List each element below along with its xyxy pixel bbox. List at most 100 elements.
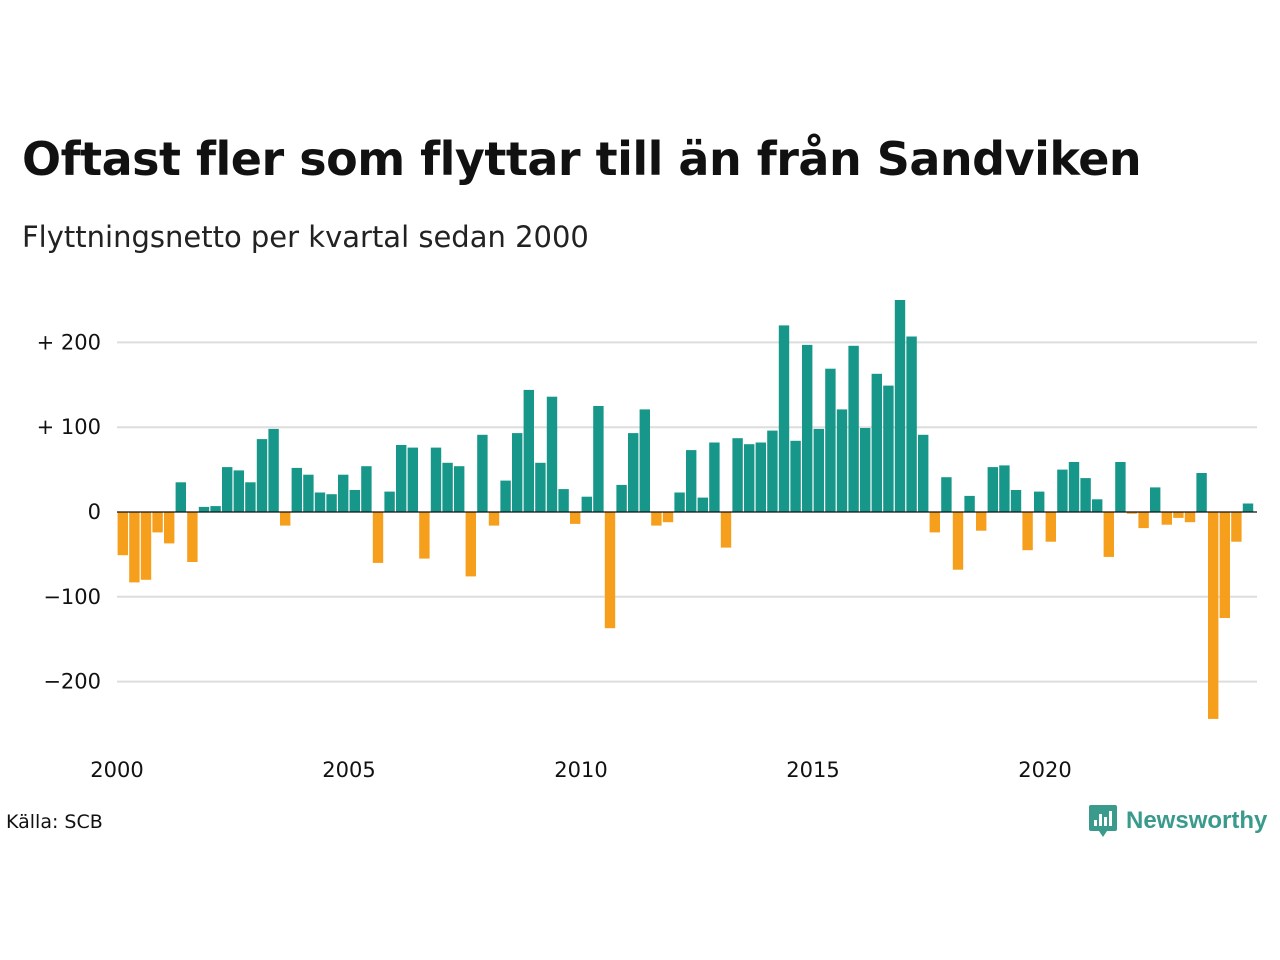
bar bbox=[697, 497, 708, 512]
bar bbox=[860, 428, 871, 512]
bar bbox=[1242, 503, 1254, 512]
x-tick-label: 2000 bbox=[90, 758, 143, 782]
bar bbox=[1184, 512, 1196, 523]
x-tick-label: 2020 bbox=[1018, 758, 1071, 782]
bar bbox=[210, 506, 221, 512]
bar bbox=[338, 474, 349, 512]
bar bbox=[488, 512, 500, 526]
bar bbox=[164, 512, 175, 544]
bar bbox=[1150, 487, 1161, 512]
bar bbox=[384, 491, 395, 512]
bar bbox=[941, 477, 952, 512]
bar bbox=[303, 474, 314, 512]
bar bbox=[651, 512, 662, 526]
bar bbox=[1103, 512, 1114, 557]
bar bbox=[674, 492, 685, 512]
bar bbox=[778, 325, 790, 512]
x-tick-label: 2015 bbox=[786, 758, 839, 782]
bar bbox=[999, 465, 1010, 512]
bar bbox=[129, 512, 140, 583]
bar bbox=[245, 482, 256, 512]
bar bbox=[662, 512, 674, 523]
bar bbox=[720, 512, 732, 548]
bar bbox=[175, 482, 186, 512]
bar bbox=[396, 445, 407, 512]
bar bbox=[349, 490, 360, 512]
bar bbox=[535, 462, 546, 512]
bar bbox=[918, 434, 929, 512]
bar bbox=[1045, 512, 1056, 542]
bar bbox=[802, 344, 813, 512]
bar bbox=[454, 466, 465, 512]
bar bbox=[964, 495, 975, 512]
bar bbox=[604, 512, 616, 629]
bar bbox=[291, 467, 302, 512]
bar bbox=[894, 300, 906, 512]
bar bbox=[1010, 490, 1022, 512]
bar bbox=[848, 345, 859, 512]
bar bbox=[1057, 469, 1068, 512]
bar bbox=[500, 480, 511, 512]
bar bbox=[744, 444, 755, 512]
bar bbox=[326, 494, 337, 512]
bar bbox=[1080, 478, 1091, 512]
bar bbox=[732, 438, 743, 512]
bar bbox=[628, 433, 639, 512]
y-tick-label: −200 bbox=[43, 670, 101, 694]
bar bbox=[709, 442, 720, 512]
bar bbox=[1126, 512, 1138, 514]
bar bbox=[1068, 462, 1080, 512]
bar bbox=[755, 442, 766, 512]
bar bbox=[314, 492, 326, 512]
bar bbox=[987, 467, 998, 512]
bar bbox=[419, 512, 430, 559]
bar bbox=[477, 434, 488, 512]
y-tick-label: + 200 bbox=[37, 330, 101, 354]
bar bbox=[1092, 499, 1103, 512]
bar bbox=[570, 512, 581, 524]
bar bbox=[280, 512, 291, 526]
bar bbox=[790, 440, 801, 512]
bar bbox=[1034, 491, 1045, 512]
x-tick-label: 2010 bbox=[554, 758, 607, 782]
bar bbox=[1138, 512, 1149, 529]
bar bbox=[361, 466, 372, 512]
bar bbox=[442, 462, 453, 512]
source-label: Källa: SCB bbox=[6, 811, 103, 833]
bar bbox=[465, 512, 476, 577]
bar bbox=[222, 467, 233, 512]
brand-logo: Newsworthy bbox=[1088, 803, 1267, 839]
bar bbox=[825, 368, 836, 512]
bar bbox=[372, 512, 384, 563]
chart-subtitle: Flyttningsnetto per kvartal sedan 2000 bbox=[22, 220, 589, 254]
bar bbox=[523, 389, 534, 512]
bar bbox=[952, 512, 964, 570]
bar bbox=[616, 484, 627, 512]
bar bbox=[430, 447, 442, 512]
bar bbox=[1173, 512, 1184, 518]
bar bbox=[140, 512, 152, 580]
brand-name: Newsworthy bbox=[1126, 807, 1268, 834]
bar bbox=[813, 428, 824, 512]
bar bbox=[233, 470, 244, 512]
bar bbox=[558, 489, 569, 512]
bar bbox=[883, 385, 894, 512]
chart-title: Oftast fler som flyttar till än från San… bbox=[22, 132, 1142, 186]
bar bbox=[512, 433, 523, 512]
bar bbox=[1196, 473, 1207, 512]
bar bbox=[976, 512, 987, 531]
bar bbox=[639, 409, 650, 512]
bar bbox=[117, 512, 128, 556]
bar bbox=[1208, 512, 1219, 719]
bar bbox=[581, 496, 592, 512]
newsworthy-logo-icon bbox=[1089, 805, 1117, 837]
bar bbox=[767, 430, 778, 512]
bar bbox=[256, 439, 268, 512]
y-tick-label: + 100 bbox=[37, 415, 101, 439]
bar bbox=[906, 336, 917, 512]
bar bbox=[152, 512, 163, 533]
bar bbox=[546, 396, 558, 512]
y-tick-label: −100 bbox=[43, 585, 101, 609]
bar bbox=[1022, 512, 1033, 551]
bar bbox=[1115, 462, 1126, 512]
